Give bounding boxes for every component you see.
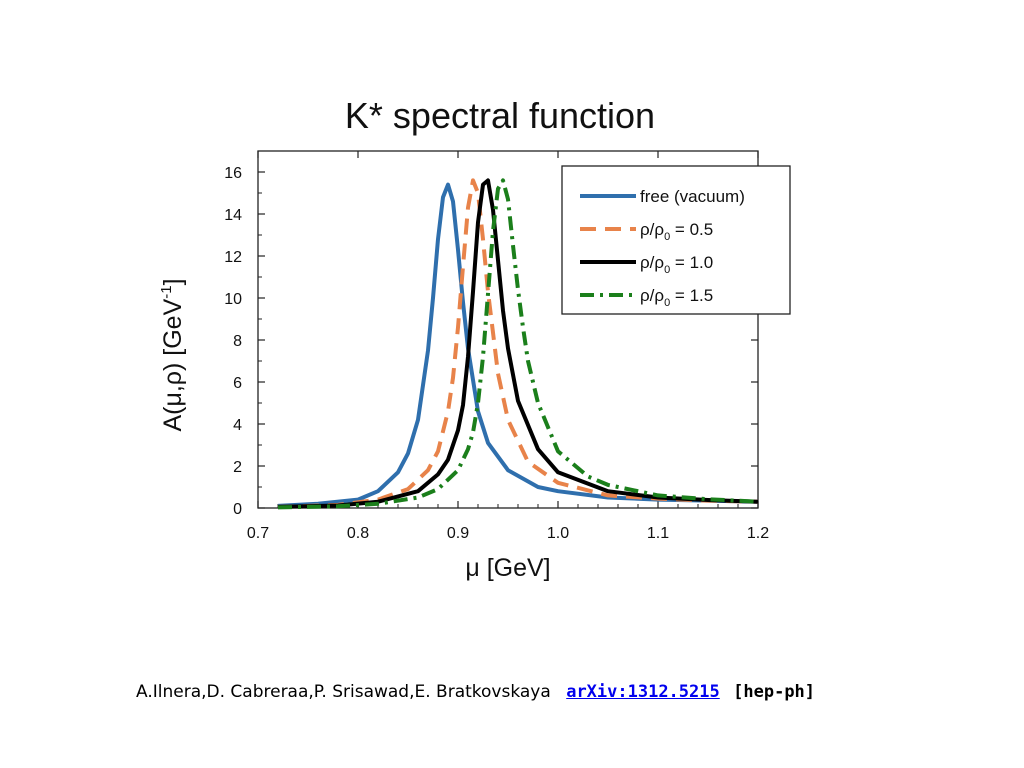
- y-tick-label: 12: [224, 249, 242, 266]
- y-axis-title: A(μ,ρ) [GeV-1]: [158, 278, 187, 431]
- series-line-0: [277, 182, 759, 508]
- legend-box: [561, 165, 791, 315]
- y-tick-label: 6: [233, 375, 242, 392]
- citation: A.Ilnera,D. Cabreraa,P. Srisawad,E. Brat…: [136, 682, 996, 702]
- y-tick-label: 0: [233, 501, 242, 518]
- series-line-2: [277, 178, 759, 509]
- y-tick-label: 2: [233, 459, 242, 476]
- y-tick-label: 4: [233, 417, 242, 434]
- citation-tag: [hep-ph]: [733, 682, 816, 702]
- y-tick-label: 10: [224, 291, 242, 308]
- chart-title: K* spectral function: [345, 95, 655, 136]
- citation-authors: A.Ilnera,D. Cabreraa,P. Srisawad,E. Brat…: [136, 682, 551, 702]
- x-tick-label: 1.2: [747, 525, 769, 542]
- x-tick-label: 0.7: [247, 525, 269, 542]
- legend-label-3: ρ/ρ0 = 1.5: [640, 286, 713, 309]
- y-tick-label: 8: [233, 333, 242, 350]
- series-line-3: [277, 178, 759, 510]
- x-axis-title: μ [GeV]: [465, 554, 550, 582]
- plot-frame: [257, 150, 759, 509]
- x-tick-label: 1.0: [547, 525, 569, 542]
- plot-area: 0.7 0.8 0.9 1.0 1.1 1.2 0 2 4 6 8 10 12 14 16: [224, 150, 769, 542]
- x-tick-label: 0.9: [447, 525, 469, 542]
- legend-label-2: ρ/ρ0 = 1.0: [640, 253, 713, 276]
- legend-label-1: ρ/ρ0 = 0.5: [640, 220, 713, 243]
- y-tick-label: 14: [224, 207, 242, 224]
- legend-label-0: free (vacuum): [640, 187, 745, 206]
- legend: free (vacuum) ρ/ρ0 = 0.5 ρ/ρ0 = 1.0 ρ/ρ0 = …: [561, 165, 791, 315]
- y-tick-label: 16: [224, 165, 242, 182]
- series-line-1: [277, 178, 759, 509]
- arxiv-link[interactable]: arXiv:1312.5215: [566, 682, 720, 702]
- x-tick-label: 0.8: [347, 525, 369, 542]
- x-tick-label: 1.1: [647, 525, 669, 542]
